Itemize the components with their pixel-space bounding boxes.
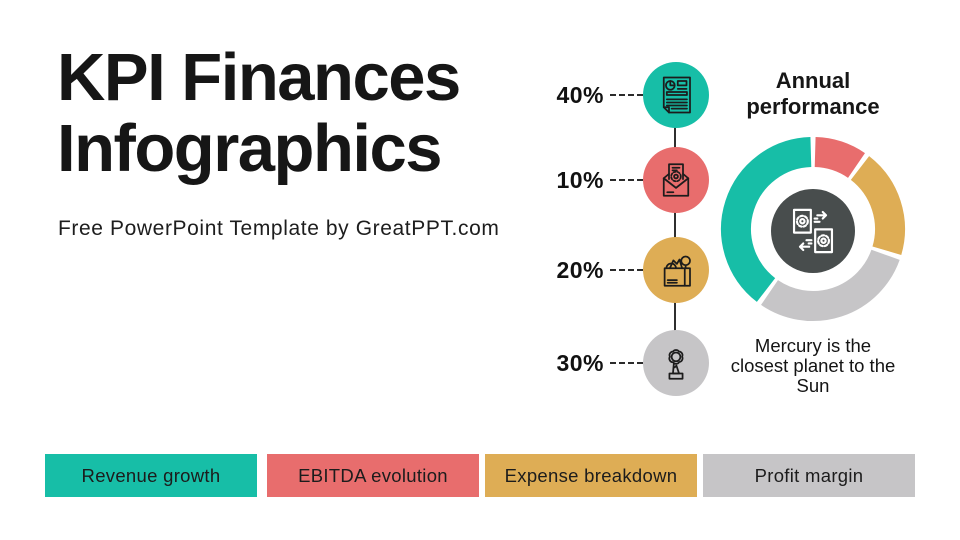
page-subtitle: Free PowerPoint Template by GreatPPT.com bbox=[58, 217, 500, 240]
kpi-value: 40% bbox=[556, 81, 604, 108]
legend-ebitda-evolution: EBITDA evolution bbox=[267, 454, 479, 497]
page-title: KPI Finances Infographics bbox=[57, 40, 461, 187]
open-box-icon bbox=[663, 255, 691, 287]
document-transfer-icon bbox=[792, 208, 834, 254]
donut-segment-expense-breakdown bbox=[850, 156, 905, 255]
award-icon bbox=[668, 349, 684, 380]
legend-label: Expense breakdown bbox=[504, 464, 678, 486]
legend-label: EBITDA evolution bbox=[298, 464, 448, 486]
kpi-row-expense: 20% bbox=[542, 237, 709, 303]
legend-label: Profit margin bbox=[754, 464, 864, 486]
legend-expense-breakdown: Expense breakdown bbox=[485, 454, 697, 497]
kpi-row-profit: 30% bbox=[542, 330, 709, 396]
kpi-row-ebitda: 10% bbox=[542, 147, 709, 213]
kpi-dash-line bbox=[610, 269, 643, 271]
donut-caption: Mercury is the closest planet to the Sun bbox=[730, 335, 896, 396]
donut-segment-ebitda-evolution bbox=[814, 137, 865, 179]
donut-title: Annual performance bbox=[746, 68, 880, 119]
kpi-circle-expense bbox=[643, 237, 709, 303]
envelope-gear-icon bbox=[662, 163, 690, 197]
legend-revenue-growth: Revenue growth bbox=[45, 454, 257, 497]
legend-profit-margin: Profit margin bbox=[703, 454, 915, 497]
donut-segment-profit-margin bbox=[761, 249, 900, 321]
kpi-dash-line bbox=[610, 179, 643, 181]
kpi-row-revenue: 40% bbox=[542, 62, 709, 128]
kpi-circle-ebitda bbox=[643, 147, 709, 213]
kpi-circle-revenue bbox=[643, 62, 709, 128]
report-icon bbox=[662, 76, 691, 114]
kpi-connector-line bbox=[674, 95, 676, 363]
donut-chart bbox=[721, 137, 905, 321]
donut-segment-revenue-growth bbox=[721, 137, 812, 302]
kpi-value: 20% bbox=[556, 256, 604, 283]
kpi-value: 10% bbox=[556, 166, 604, 193]
kpi-dash-line bbox=[610, 94, 643, 96]
legend-label: Revenue growth bbox=[81, 464, 221, 486]
kpi-dash-line bbox=[610, 362, 643, 364]
kpi-value: 30% bbox=[556, 349, 604, 376]
donut-center-badge bbox=[771, 189, 855, 273]
kpi-circle-profit bbox=[643, 330, 709, 396]
